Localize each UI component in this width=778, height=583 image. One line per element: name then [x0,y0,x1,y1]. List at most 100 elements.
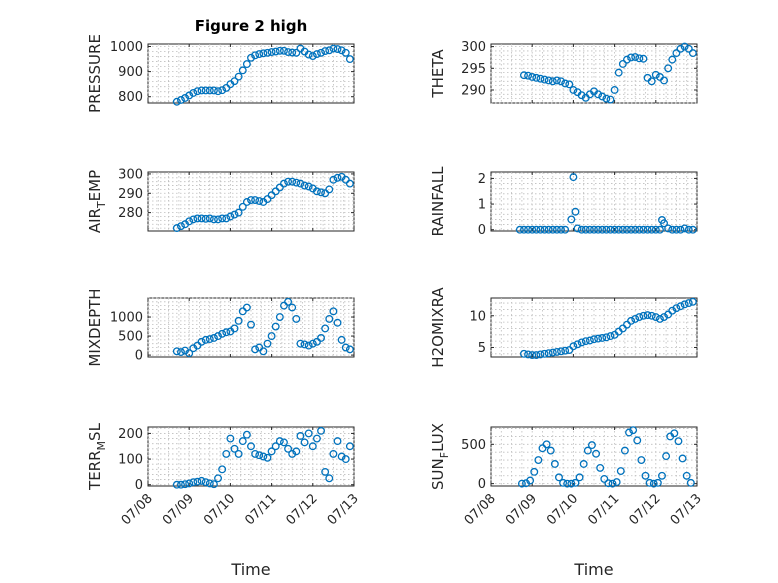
data-point [193,214,202,223]
data-point [561,225,570,234]
data-point [263,195,272,204]
data-point [569,342,578,351]
data-point [536,74,545,83]
data-point [629,426,638,435]
data-point [214,332,222,341]
subplot-2: 290 295 300 THETA [429,40,698,104]
data-point [672,304,681,313]
y-tick-label: 800 [118,90,143,105]
data-point [312,50,321,58]
x-tick-label: 07/09 [503,491,540,528]
data-point [520,349,528,358]
y-tick-label: 100 [118,453,143,468]
data-point [271,187,280,196]
data-point [226,212,235,221]
y-axis-label: SUNFLUX [429,423,451,490]
data-point [598,225,607,234]
data-point [651,225,660,234]
y-tick-label: 300 [461,40,486,55]
x-tick-label: 07/10 [201,491,238,528]
data-point [209,86,218,95]
data-point [300,438,309,447]
data-point [623,225,631,234]
data-point [201,478,210,487]
data-point [345,179,354,188]
data-point [639,225,648,234]
data-point [645,478,654,487]
data-point [612,478,621,487]
data-point [567,215,576,224]
data-point [259,347,268,356]
y-axis-label-main: RAINFALL [429,166,447,237]
data-point [247,442,255,451]
data-point [333,437,342,446]
data-point [312,434,321,443]
y-axis-label-main: MIXDEPTH [86,288,104,366]
data-point [552,225,561,234]
data-point [185,349,194,358]
data-point [205,214,214,223]
data-point [680,224,689,233]
data-point [532,225,541,234]
data-point [569,86,578,94]
data-point [308,442,317,451]
data-point [668,306,677,315]
data-point [280,46,288,55]
data-point [680,42,689,51]
data-point [341,175,350,184]
y-axis-label: MIXDEPTH [86,288,104,366]
data-point [517,479,526,488]
data-point [247,320,255,329]
data-point [177,348,185,357]
data-point [205,86,214,95]
data-point [172,347,181,356]
data-point [317,188,325,197]
data-point [526,476,535,485]
y-tick-label: 300 [118,167,143,182]
data-point [577,225,586,234]
data-series [520,297,697,360]
data-point [520,71,528,80]
data-point [292,48,301,57]
subplot-8: 0 500 07/08 07/09 07/10 07/11 07/12 07/13 SUNFLU… [429,423,705,528]
data-point [590,225,598,234]
data-point [197,214,206,223]
y-tick-label: 900 [118,65,143,80]
data-point [181,94,190,102]
data-point [280,438,288,447]
data-point [540,349,549,358]
data-point [684,299,693,308]
data-point [637,456,646,464]
data-point [651,313,660,321]
x-tick-label: 07/12 [627,491,664,528]
data-point [548,77,557,86]
data-point [341,343,350,352]
data-point [540,225,549,234]
data-point [280,179,288,188]
data-point [222,328,231,337]
data-point [345,55,354,64]
data-point [214,474,222,483]
y-tick-label: 5 [478,341,486,356]
data-point [255,197,264,205]
data-point [304,50,313,59]
y-tick-label: 500 [461,438,486,453]
subplot-4: 0 1 2 RAINFALL [429,166,698,238]
data-point [631,225,640,234]
data-point [544,76,553,85]
data-point [565,80,574,89]
data-point [284,48,293,56]
data-point [563,479,572,488]
data-point [672,49,681,58]
subplot-1: 800 900 1000 PRESSURE [86,34,355,113]
data-point [651,70,660,79]
subplot-3: 280 290 300 AIRTEMP [86,167,355,233]
data-point [618,225,627,234]
data-point [583,446,592,455]
data-point [193,87,202,96]
data-point [684,44,693,53]
data-point [581,337,590,346]
data-point [259,452,268,461]
data-point [296,432,305,440]
data-point [238,202,247,211]
